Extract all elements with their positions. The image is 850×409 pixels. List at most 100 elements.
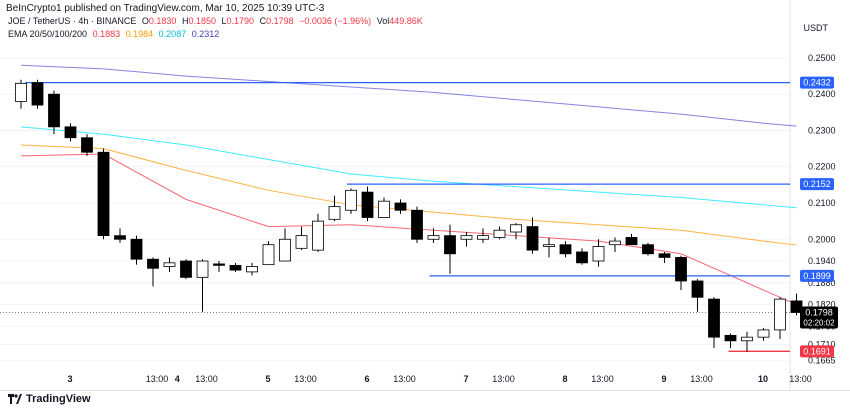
candle-up[interactable]: [312, 220, 324, 251]
candle-down[interactable]: [394, 202, 407, 211]
ema200-value: 0.2312: [191, 29, 220, 39]
x-tick-label: 13:00: [294, 374, 317, 384]
candle-down[interactable]: [361, 191, 374, 218]
candle-down[interactable]: [526, 226, 539, 251]
tradingview-brand: TradingView: [26, 393, 91, 405]
candle-down[interactable]: [691, 280, 704, 298]
y-tick-label: 0.2300: [808, 125, 836, 135]
footer-bar: TradingView: [0, 390, 850, 409]
x-tick-label: 9: [661, 374, 666, 384]
candle-down[interactable]: [658, 253, 671, 258]
candle-up[interactable]: [510, 224, 522, 233]
x-tick-label: 3: [67, 374, 72, 384]
candle-down[interactable]: [48, 93, 60, 128]
x-tick-label: 4: [175, 374, 180, 384]
chart-legend: JOE / TetherUS · 4h · BINANCE O0.1830 H0…: [0, 16, 790, 42]
volume-label: Vol: [376, 16, 390, 26]
y-tick-label: 0.2500: [808, 53, 836, 63]
y-tick-label: 0.1665: [808, 356, 836, 366]
x-tick-label: 5: [265, 374, 270, 384]
candle-up[interactable]: [493, 229, 506, 238]
candle-up[interactable]: [477, 235, 489, 240]
candle-down[interactable]: [130, 238, 143, 260]
candle-up[interactable]: [427, 235, 440, 240]
candle-down[interactable]: [64, 126, 77, 139]
x-tick-label: 13:00: [690, 374, 713, 384]
candle-up[interactable]: [378, 200, 390, 218]
open-label: O: [141, 16, 149, 26]
candle-down[interactable]: [81, 137, 93, 153]
candle-down[interactable]: [31, 82, 44, 106]
candle-down[interactable]: [444, 235, 456, 255]
ema-label[interactable]: EMA 20/50/100/200: [8, 29, 88, 39]
ema-line-ema200: [20, 64, 797, 127]
ema50-value: 0.1984: [125, 29, 154, 39]
candle-up[interactable]: [774, 298, 786, 331]
candle-up[interactable]: [196, 260, 209, 278]
candle-up[interactable]: [163, 262, 176, 267]
candle-down[interactable]: [724, 334, 737, 342]
candle-up[interactable]: [757, 329, 770, 338]
publish-header: BeInCrypto1 published on TradingView.com…: [0, 0, 850, 18]
candle-down[interactable]: [97, 151, 110, 237]
candle-down[interactable]: [559, 244, 572, 255]
level-price-label: 0.2432: [803, 78, 831, 88]
candle-down[interactable]: [147, 258, 159, 269]
y-tick-label: 0.2000: [808, 234, 836, 244]
support-price-tag: [800, 345, 834, 358]
candle-up[interactable]: [592, 246, 605, 262]
ema20-value: 0.1883: [92, 29, 121, 39]
support-price-label: 0.1691: [803, 346, 831, 356]
candle-up[interactable]: [345, 189, 357, 211]
candle-down[interactable]: [576, 251, 588, 264]
candle-up[interactable]: [741, 336, 753, 342]
x-tick-label: 7: [463, 374, 468, 384]
candle-down[interactable]: [229, 264, 242, 271]
ema100-value: 0.2087: [158, 29, 187, 39]
level-price-tag: [800, 76, 834, 89]
candle-down[interactable]: [213, 263, 225, 266]
low-label: L: [221, 16, 227, 26]
x-tick-label: 13:00: [492, 374, 515, 384]
symbol-label[interactable]: JOE / TetherUS · 4h · BINANCE: [8, 16, 137, 26]
candle-down[interactable]: [790, 300, 803, 313]
candle-up[interactable]: [279, 238, 291, 262]
high-label: H: [181, 16, 189, 26]
candle-up[interactable]: [15, 82, 27, 102]
candle-down[interactable]: [642, 244, 654, 255]
candle-up[interactable]: [262, 244, 275, 266]
candle-up[interactable]: [295, 235, 308, 249]
bar-countdown-label: 02:20:02: [803, 319, 835, 328]
level-price-label: 0.1899: [803, 271, 831, 281]
candle-up[interactable]: [609, 240, 621, 246]
candle-up[interactable]: [460, 235, 473, 240]
level-price-label: 0.2152: [803, 179, 831, 189]
ema-line-ema100: [20, 126, 797, 209]
x-tick-label: 13:00: [789, 374, 812, 384]
candle-up[interactable]: [543, 244, 555, 247]
price-chart[interactable]: 0.2500 0.2400 0.2300 0.2200 0.2100 0.2000 0.19…: [0, 0, 850, 390]
open-value: 0.1830: [148, 16, 177, 26]
high-value: 0.1850: [188, 16, 216, 26]
x-tick-label: 10: [758, 374, 768, 384]
candle-up[interactable]: [328, 206, 341, 220]
last-price-tag: [800, 306, 838, 329]
candle-down[interactable]: [625, 237, 638, 246]
level-price-tag: [800, 269, 834, 282]
tradingview-logo[interactable]: TradingView: [8, 393, 91, 405]
x-tick-label: 8: [562, 374, 567, 384]
candle-down[interactable]: [675, 256, 687, 282]
x-tick-label: 13:00: [146, 374, 169, 384]
candle-down[interactable]: [114, 235, 126, 240]
volume-value: 449.86K: [389, 16, 423, 26]
candle-down[interactable]: [411, 209, 423, 240]
candle-down[interactable]: [708, 298, 720, 338]
tradingview-logo-icon: [8, 394, 22, 404]
y-tick-label: 0.1820: [808, 300, 836, 310]
y-tick-label: 0.1880: [808, 278, 836, 288]
candle-down[interactable]: [180, 260, 192, 278]
y-tick-label: 0.1710: [808, 339, 836, 349]
y-tick-label: 0.2100: [808, 198, 836, 208]
ema-row: EMA 20/50/100/200 0.1883 0.1984 0.2087 0…: [0, 29, 790, 42]
candle-up[interactable]: [246, 266, 258, 273]
